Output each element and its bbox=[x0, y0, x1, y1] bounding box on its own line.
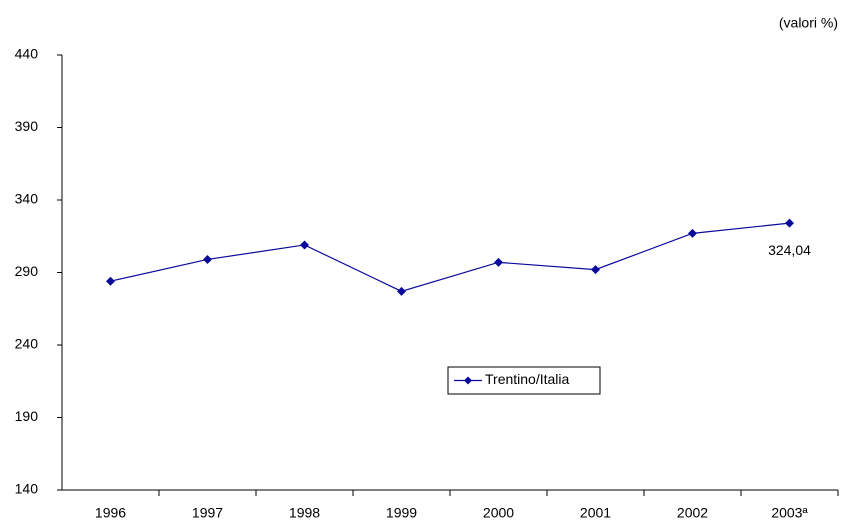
data-point bbox=[494, 257, 503, 267]
x-tick-label: 2003ª bbox=[771, 505, 808, 520]
y-tick-label: 190 bbox=[15, 408, 39, 424]
y-tick-label: 390 bbox=[15, 118, 39, 134]
data-point bbox=[785, 218, 794, 228]
data-point bbox=[300, 240, 309, 250]
x-tick-label: 1997 bbox=[192, 505, 223, 520]
data-label: 324,04 bbox=[768, 242, 811, 258]
legend-label: Trentino/Italia bbox=[485, 371, 570, 387]
x-tick-label: 1998 bbox=[289, 505, 320, 520]
data-point bbox=[591, 265, 600, 275]
data-point bbox=[397, 286, 406, 296]
y-tick-label: 240 bbox=[15, 336, 39, 352]
x-tick-label: 1996 bbox=[95, 505, 126, 520]
x-tick-label: 2000 bbox=[483, 505, 514, 520]
x-tick-label: 1999 bbox=[386, 505, 417, 520]
y-tick-label: 340 bbox=[15, 191, 39, 207]
y-tick-label: 140 bbox=[15, 481, 39, 497]
unit-label: (valori %) bbox=[779, 15, 838, 31]
series-line bbox=[110, 222, 790, 292]
data-point bbox=[203, 254, 212, 264]
x-tick-label: 2001 bbox=[580, 505, 611, 520]
data-point bbox=[688, 228, 697, 238]
y-tick-label: 440 bbox=[15, 46, 39, 62]
legend: Trentino/Italia bbox=[447, 366, 601, 395]
x-tick-label: 2002 bbox=[677, 505, 708, 520]
legend-marker bbox=[464, 376, 472, 385]
data-point bbox=[106, 276, 115, 286]
y-tick-label: 290 bbox=[15, 263, 39, 279]
